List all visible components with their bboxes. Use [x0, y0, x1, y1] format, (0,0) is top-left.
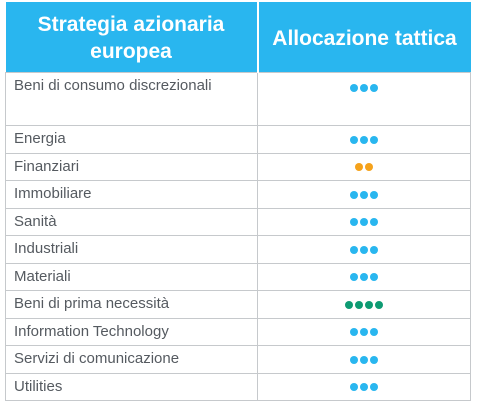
allocation-rating — [257, 262, 471, 291]
sector-name: Sanità — [5, 207, 258, 236]
sector-name: Utilities — [5, 372, 258, 401]
allocation-rating — [257, 125, 471, 154]
allocation-table: Strategia azionaria europea Allocazione … — [5, 2, 471, 401]
rating-dots — [350, 135, 378, 144]
header-row: Strategia azionaria europea Allocazione … — [5, 2, 471, 73]
table-row: Beni di prima necessità — [5, 290, 471, 319]
allocation-rating — [257, 290, 471, 319]
rating-dot-icon — [350, 135, 358, 144]
table-row: Servizi di comunicazione — [5, 345, 471, 374]
rating-dots — [350, 328, 378, 337]
allocation-rating — [257, 372, 471, 401]
rating-dot-icon — [355, 163, 363, 172]
rating-dot-icon — [350, 273, 358, 282]
rating-dot-icon — [365, 163, 373, 172]
rating-dot-icon — [360, 383, 368, 392]
rating-dot-icon — [350, 218, 358, 227]
rating-dot-icon — [360, 355, 368, 364]
rating-dot-icon — [375, 300, 383, 309]
sector-name: Beni di prima necessità — [5, 290, 258, 319]
rating-dot-icon — [370, 190, 378, 199]
sector-name: Materiali — [5, 262, 258, 291]
rating-dot-icon — [350, 383, 358, 392]
table-row: Immobiliare — [5, 180, 471, 209]
allocation-table-container: Strategia azionaria europea Allocazione … — [5, 2, 471, 401]
rating-dot-icon — [350, 355, 358, 364]
rating-dot-icon — [370, 84, 378, 92]
sector-name: Servizi di comunicazione — [5, 345, 258, 374]
table-body: Beni di consumo discrezionali Energia Fina… — [5, 72, 471, 401]
rating-dots — [345, 300, 383, 309]
rating-dot-icon — [360, 135, 368, 144]
rating-dot-icon — [370, 135, 378, 144]
rating-dot-icon — [360, 273, 368, 282]
sector-name: Beni di consumo discrezionali — [5, 72, 258, 126]
rating-dot-icon — [350, 84, 358, 92]
table-row: Utilities — [5, 372, 471, 401]
table-row: Information Technology — [5, 317, 471, 346]
allocation-rating — [257, 207, 471, 236]
rating-dot-icon — [370, 355, 378, 364]
rating-dot-icon — [365, 300, 373, 309]
rating-dot-icon — [350, 245, 358, 254]
rating-dots — [350, 190, 378, 199]
rating-dot-icon — [360, 84, 368, 92]
allocation-rating — [257, 235, 471, 264]
sector-name: Finanziari — [5, 152, 258, 181]
sector-name: Information Technology — [5, 317, 258, 346]
rating-dot-icon — [370, 218, 378, 227]
rating-dots — [350, 383, 378, 392]
allocation-rating — [257, 72, 471, 126]
rating-dot-icon — [360, 245, 368, 254]
rating-dots — [350, 245, 378, 254]
rating-dots — [350, 355, 378, 364]
allocation-rating — [257, 345, 471, 374]
table-row: Energia — [5, 125, 471, 154]
header-allocation: Allocazione tattica — [257, 2, 471, 73]
sector-name: Immobiliare — [5, 180, 258, 209]
rating-dots — [355, 163, 373, 172]
rating-dots — [350, 84, 378, 92]
rating-dot-icon — [370, 383, 378, 392]
header-strategy: Strategia azionaria europea — [5, 2, 259, 73]
sector-name: Energia — [5, 125, 258, 154]
sector-name: Industriali — [5, 235, 258, 264]
table-row: Finanziari — [5, 152, 471, 181]
rating-dot-icon — [350, 190, 358, 199]
rating-dot-icon — [355, 300, 363, 309]
table-row: Sanità — [5, 207, 471, 236]
rating-dot-icon — [345, 300, 353, 309]
rating-dot-icon — [350, 328, 358, 337]
rating-dots — [350, 218, 378, 227]
table-row: Beni di consumo discrezionali — [5, 72, 471, 126]
rating-dot-icon — [360, 218, 368, 227]
rating-dot-icon — [370, 273, 378, 282]
table-row: Materiali — [5, 262, 471, 291]
rating-dot-icon — [360, 328, 368, 337]
allocation-rating — [257, 317, 471, 346]
rating-dot-icon — [370, 245, 378, 254]
rating-dots — [350, 273, 378, 282]
table-header: Strategia azionaria europea Allocazione … — [5, 2, 471, 73]
allocation-rating — [257, 152, 471, 181]
rating-dot-icon — [370, 328, 378, 337]
allocation-rating — [257, 180, 471, 209]
rating-dot-icon — [360, 190, 368, 199]
table-row: Industriali — [5, 235, 471, 264]
